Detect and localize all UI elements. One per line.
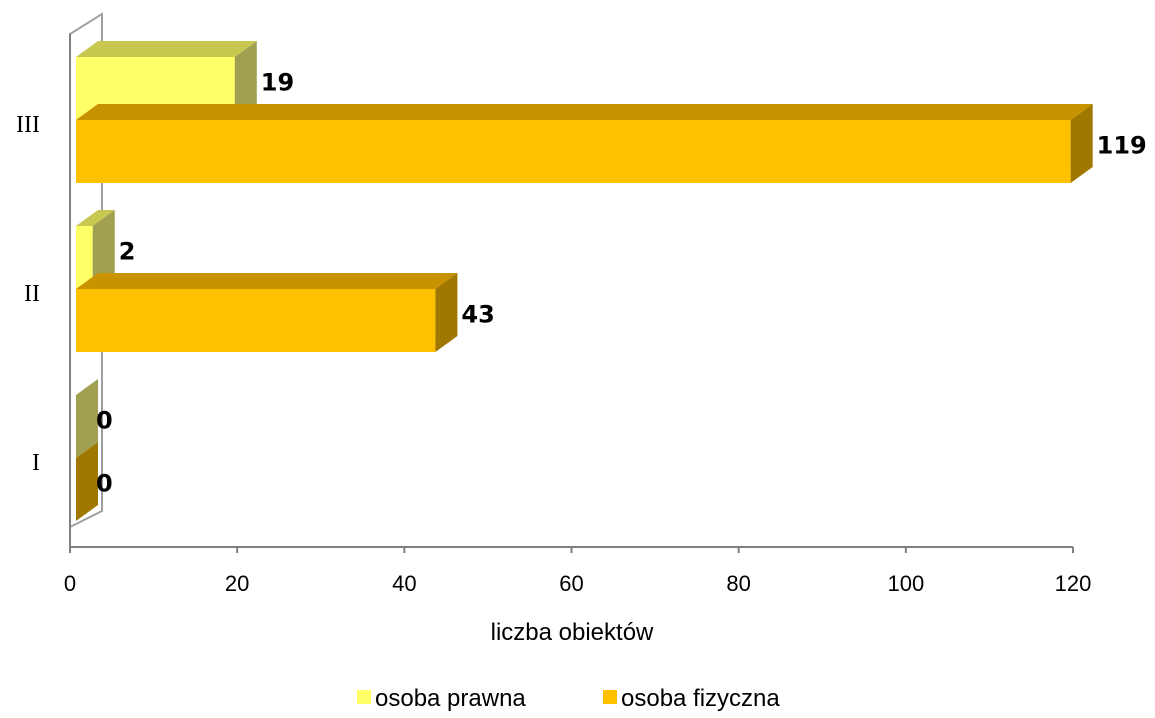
data-label-osoba-fizyczna-I: 0 — [96, 470, 113, 498]
bar-side-face — [92, 210, 115, 289]
data-label-osoba-prawna-III: 19 — [261, 69, 294, 97]
axes-layer: 0 20 40 60 80 100 120 — [64, 34, 1091, 596]
x-tick-label-120: 120 — [1055, 571, 1092, 596]
bars-layer — [76, 41, 1093, 521]
bar-side-face — [76, 379, 98, 458]
x-tick-label-20: 20 — [225, 571, 249, 596]
x-tick-label-100: 100 — [887, 571, 924, 596]
bar-osoba-fizyczna-III — [76, 104, 1093, 183]
bar-osoba-fizyczna-II — [76, 273, 458, 352]
legend-swatch-osoba-prawna — [357, 690, 371, 704]
labels-layer: 0 0 I 2 43 II 19 119 III — [16, 69, 1147, 498]
data-label-osoba-fizyczna-III: 119 — [1097, 132, 1147, 160]
legend: osoba prawna osoba fizyczna — [357, 685, 780, 712]
category-label-II: II — [24, 281, 40, 307]
category-label-III: III — [16, 112, 40, 138]
bar-osoba-fizyczna-I — [76, 442, 98, 521]
bar-side-face — [76, 442, 98, 521]
legend-label-osoba-prawna: osoba prawna — [375, 685, 526, 712]
bar-side-face — [234, 41, 257, 120]
legend-label-osoba-fizyczna: osoba fizyczna — [621, 685, 780, 712]
data-label-osoba-prawna-I: 0 — [96, 407, 113, 435]
bar-top-face — [76, 273, 458, 289]
x-tick-label-60: 60 — [559, 571, 583, 596]
bar-side-face — [1070, 104, 1093, 183]
bar-osoba-prawna-I — [76, 379, 98, 458]
data-label-osoba-fizyczna-II: 43 — [461, 301, 494, 329]
bar-top-face — [76, 210, 115, 226]
bar-top-face — [76, 104, 1093, 120]
category-label-I: I — [32, 450, 40, 476]
bar-side-face — [435, 273, 458, 352]
bar-osoba-prawna-II — [76, 210, 115, 289]
bar-front-face — [76, 226, 93, 289]
bar-top-face — [76, 41, 257, 57]
bar-front-face — [76, 289, 436, 352]
bar-front-face — [76, 120, 1071, 183]
data-label-osoba-prawna-II: 2 — [119, 238, 136, 266]
x-tick-label-0: 0 — [64, 571, 76, 596]
x-tick-label-80: 80 — [726, 571, 750, 596]
x-tick-label-40: 40 — [392, 571, 416, 596]
x-axis-title: liczba obiektów — [491, 619, 654, 646]
legend-swatch-osoba-fizyczna — [603, 690, 617, 704]
